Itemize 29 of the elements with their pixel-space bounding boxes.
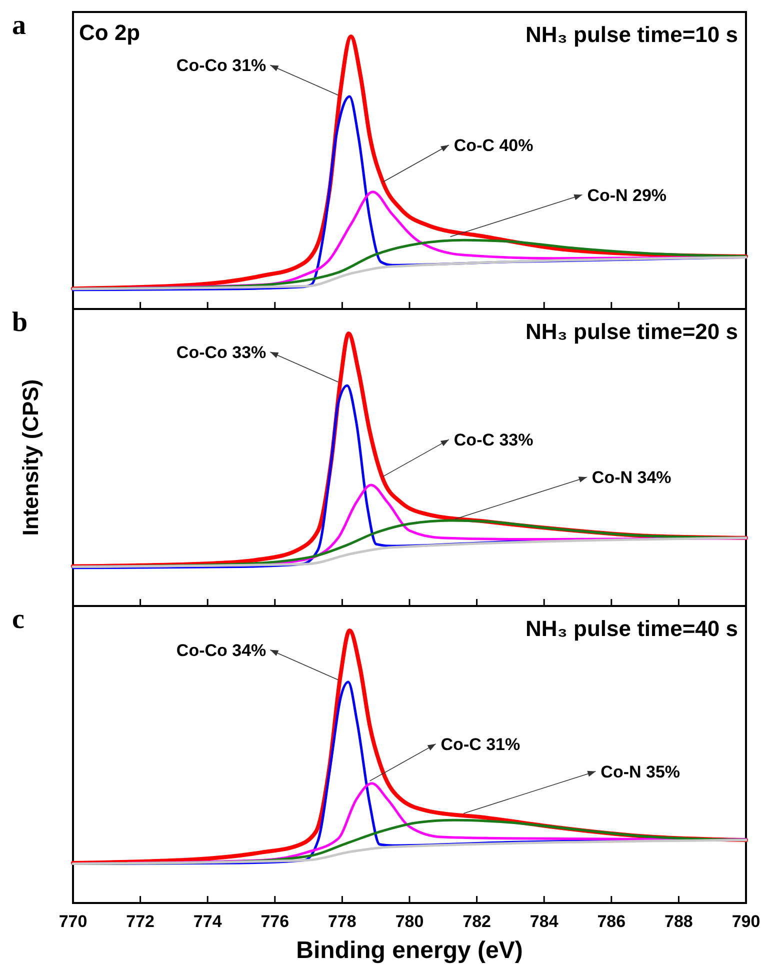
x-tick-label: 790 xyxy=(732,912,760,931)
annotation: Co-C 33% xyxy=(454,430,534,450)
x-tick-label: 784 xyxy=(530,912,559,931)
x-tick-label: 788 xyxy=(664,912,693,931)
x-tick-label: 774 xyxy=(193,912,222,931)
annotation: Co-Co 31% xyxy=(176,56,266,76)
annotation: Co 2p xyxy=(79,20,140,45)
annotation: Co-Co 33% xyxy=(176,343,266,362)
x-tick-label: 770 xyxy=(58,912,88,931)
chart-title: c xyxy=(12,604,24,635)
x-tick-label: 778 xyxy=(328,912,356,931)
x-tick-label: 782 xyxy=(462,912,491,931)
annotation: Co-C 40% xyxy=(454,136,534,156)
y-axis-title: Intensity (CPS) xyxy=(18,379,43,536)
chart-subtitle: NH₃ pulse time=20 s xyxy=(525,319,738,344)
x-tick-label: 786 xyxy=(597,912,626,931)
chart-subtitle: NH₃ pulse time=40 s xyxy=(525,616,738,641)
annotation: Co-C 31% xyxy=(440,734,520,754)
annotation: Co-Co 34% xyxy=(176,640,266,660)
x-tick-label: 780 xyxy=(395,912,424,931)
annotation: Co-N 34% xyxy=(592,468,672,488)
x-tick-label: 776 xyxy=(260,912,290,931)
x-axis-title: Binding energy (eV) xyxy=(296,937,523,964)
chart-subtitle: NH₃ pulse time=10 s xyxy=(525,22,738,47)
annotation: Co-N 35% xyxy=(600,762,680,782)
chart-title: a xyxy=(12,10,26,41)
x-tick-label: 772 xyxy=(126,912,154,931)
chart-title: b xyxy=(12,307,28,338)
annotation: Co-N 29% xyxy=(587,186,667,205)
